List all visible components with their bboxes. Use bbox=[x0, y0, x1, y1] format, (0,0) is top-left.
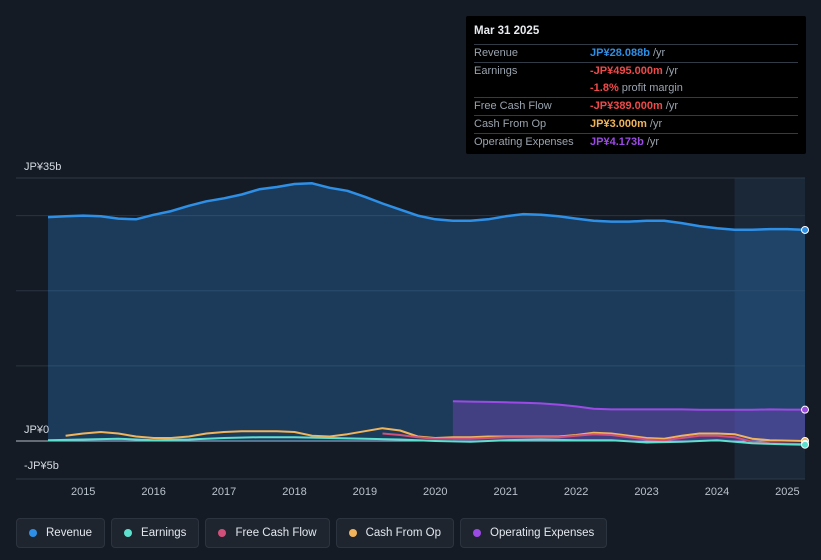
x-tick-label: 2020 bbox=[423, 486, 447, 498]
x-tick-label: 2016 bbox=[141, 486, 165, 498]
tooltip-unit: /yr bbox=[646, 136, 660, 148]
tooltip-value: JP¥28.088b bbox=[590, 47, 650, 59]
tooltip-label: Cash From Op bbox=[474, 118, 547, 130]
x-tick-label: 2022 bbox=[564, 486, 588, 498]
legend-label: Cash From Op bbox=[365, 527, 442, 539]
tooltip-label: Operating Expenses bbox=[474, 136, 574, 148]
tooltip-unit: /yr bbox=[665, 65, 679, 77]
legend-item-cash-from-op[interactable]: Cash From Op bbox=[335, 518, 455, 548]
tooltip-unit: /yr bbox=[665, 100, 679, 112]
axis-labels: JP¥35b JP¥0 -JP¥5b 2015 2016 2017 2018 2019 2020… bbox=[24, 161, 800, 498]
tooltip-row-profit-margin: -1.8% profit margin bbox=[474, 80, 798, 98]
legend-item-free-cash-flow[interactable]: Free Cash Flow bbox=[205, 518, 330, 548]
legend-item-operating-expenses[interactable]: Operating Expenses bbox=[460, 518, 608, 548]
tooltip-value: -JP¥389.000m bbox=[590, 100, 663, 112]
legend-label: Earnings bbox=[141, 527, 187, 539]
tooltip-row-cash-from-op: Cash From Op JP¥3.000m /yr bbox=[474, 116, 798, 134]
tooltip-date: Mar 31 2025 bbox=[474, 23, 798, 45]
series-operating-expenses bbox=[452, 400, 809, 441]
tooltip-unit: profit margin bbox=[621, 82, 683, 94]
series-area-operating-expenses bbox=[452, 401, 805, 441]
x-tick-label: 2024 bbox=[705, 486, 729, 498]
series-line-operating-expenses bbox=[452, 400, 805, 411]
legend-dot-icon bbox=[348, 529, 357, 537]
tooltip-row-free-cash-flow: Free Cash Flow -JP¥389.000m /yr bbox=[474, 98, 798, 116]
legend-dot-icon bbox=[473, 529, 482, 537]
tooltip-unit: /yr bbox=[649, 118, 663, 130]
data-tooltip: Mar 31 2025 Revenue JP¥28.088b /yr Earni… bbox=[466, 16, 806, 154]
tooltip-unit: /yr bbox=[652, 47, 666, 59]
chart-legend: Revenue Earnings Free Cash Flow Cash Fro… bbox=[16, 518, 608, 548]
legend-item-revenue[interactable]: Revenue bbox=[16, 518, 106, 548]
tooltip-value: -1.8% bbox=[590, 82, 619, 94]
x-tick-label: 2018 bbox=[282, 486, 306, 498]
tooltip-value: -JP¥495.000m bbox=[590, 65, 663, 77]
x-tick-label: 2025 bbox=[775, 486, 799, 498]
end-marker-operating-expenses bbox=[801, 405, 809, 414]
x-tick-label: 2017 bbox=[212, 486, 236, 498]
tooltip-row-revenue: Revenue JP¥28.088b /yr bbox=[474, 45, 798, 63]
legend-item-earnings[interactable]: Earnings bbox=[111, 518, 200, 548]
x-tick-label: 2023 bbox=[634, 486, 658, 498]
legend-label: Operating Expenses bbox=[490, 527, 595, 539]
chart-plot: JP¥35b JP¥0 -JP¥5b 2015 2016 2017 2018 2019 2020… bbox=[16, 161, 809, 498]
tooltip-value: JP¥3.000m bbox=[590, 118, 647, 130]
x-tick-label: 2015 bbox=[71, 486, 95, 498]
x-tick-label: 2019 bbox=[353, 486, 377, 498]
y-tick-label: JP¥35b bbox=[24, 161, 61, 173]
tooltip-label: Free Cash Flow bbox=[474, 100, 552, 112]
legend-label: Revenue bbox=[46, 527, 93, 539]
tooltip-label: Revenue bbox=[474, 47, 519, 59]
series-area-revenue bbox=[48, 183, 805, 442]
tooltip-row-operating-expenses: Operating Expenses JP¥4.173b /yr bbox=[474, 134, 798, 151]
series-revenue bbox=[47, 182, 809, 442]
y-tick-label: JP¥0 bbox=[24, 424, 49, 436]
series-line-free-cash-flow bbox=[382, 432, 806, 445]
tooltip-row-earnings: Earnings -JP¥495.000m /yr bbox=[474, 63, 798, 80]
tooltip-label: Earnings bbox=[474, 65, 518, 77]
end-marker-revenue bbox=[801, 225, 809, 234]
tooltip-label bbox=[474, 80, 590, 97]
legend-dot-icon bbox=[29, 529, 37, 537]
x-tick-label: 2021 bbox=[493, 486, 517, 498]
legend-dot-icon bbox=[218, 529, 227, 537]
tooltip-value: JP¥4.173b bbox=[590, 136, 644, 148]
series-earnings bbox=[47, 436, 809, 449]
y-tick-label: -JP¥5b bbox=[24, 460, 59, 472]
legend-dot-icon bbox=[124, 529, 133, 537]
legend-label: Free Cash Flow bbox=[235, 527, 317, 539]
end-marker-earnings bbox=[801, 440, 809, 449]
series-line-revenue bbox=[47, 182, 806, 232]
series-group bbox=[47, 182, 809, 449]
